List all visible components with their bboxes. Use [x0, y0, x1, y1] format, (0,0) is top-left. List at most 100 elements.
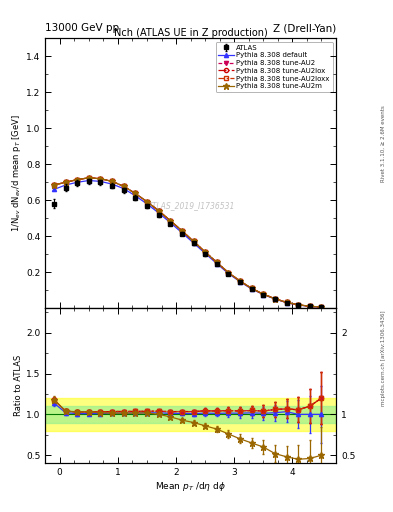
- Pythia 8.308 tune-AU2: [238, 278, 242, 284]
- Pythia 8.308 tune-AU2: [86, 175, 91, 181]
- Pythia 8.308 tune-AU2lox: [98, 176, 103, 182]
- Pythia 8.308 tune-AU2loxx: [296, 302, 301, 308]
- Pythia 8.308 tune-AU2lox: [168, 218, 173, 224]
- Pythia 8.308 tune-AU2lox: [145, 199, 149, 205]
- Pythia 8.308 tune-AU2lox: [215, 259, 219, 265]
- Pythia 8.308 default: [168, 220, 173, 226]
- Pythia 8.308 tune-AU2lox: [86, 175, 91, 181]
- Pythia 8.308 tune-AU2m: [273, 295, 277, 302]
- Line: Pythia 8.308 tune-AU2lox: Pythia 8.308 tune-AU2lox: [52, 176, 323, 309]
- Pythia 8.308 default: [191, 240, 196, 246]
- Pythia 8.308 tune-AU2loxx: [145, 199, 149, 205]
- Pythia 8.308 default: [238, 279, 242, 285]
- Pythia 8.308 tune-AU2lox: [191, 238, 196, 244]
- Pythia 8.308 default: [51, 186, 56, 193]
- Pythia 8.308 default: [215, 261, 219, 267]
- Pythia 8.308 default: [284, 300, 289, 306]
- Pythia 8.308 tune-AU2: [121, 183, 126, 189]
- Pythia 8.308 tune-AU2: [296, 302, 301, 308]
- Line: Pythia 8.308 tune-AU2: Pythia 8.308 tune-AU2: [52, 176, 323, 309]
- Pythia 8.308 tune-AU2loxx: [63, 179, 68, 185]
- Pythia 8.308 tune-AU2: [249, 285, 254, 291]
- Pythia 8.308 tune-AU2: [75, 177, 79, 183]
- Pythia 8.308 tune-AU2m: [261, 291, 266, 297]
- Text: ATLAS_2019_I1736531: ATLAS_2019_I1736531: [147, 201, 234, 210]
- Y-axis label: Ratio to ATLAS: Ratio to ATLAS: [14, 355, 23, 416]
- Y-axis label: 1/N$_{ev}$ dN$_{ev}$/d mean p$_T$ [GeV]: 1/N$_{ev}$ dN$_{ev}$/d mean p$_T$ [GeV]: [10, 114, 23, 232]
- Pythia 8.308 tune-AU2lox: [284, 300, 289, 306]
- Pythia 8.308 tune-AU2m: [203, 249, 208, 255]
- Pythia 8.308 tune-AU2loxx: [261, 291, 266, 297]
- Pythia 8.308 default: [273, 296, 277, 302]
- Pythia 8.308 tune-AU2m: [168, 218, 173, 224]
- Pythia 8.308 tune-AU2: [319, 304, 324, 310]
- Pythia 8.308 default: [296, 302, 301, 308]
- Pythia 8.308 tune-AU2loxx: [215, 259, 219, 265]
- Pythia 8.308 tune-AU2loxx: [98, 176, 103, 182]
- Pythia 8.308 tune-AU2lox: [249, 285, 254, 291]
- Pythia 8.308 tune-AU2: [191, 238, 196, 244]
- Pythia 8.308 default: [121, 185, 126, 191]
- Pythia 8.308 tune-AU2loxx: [226, 269, 231, 275]
- Pythia 8.308 tune-AU2lox: [121, 183, 126, 189]
- Pythia 8.308 tune-AU2: [110, 178, 114, 184]
- Text: mcplots.cern.ch [arXiv:1306.3436]: mcplots.cern.ch [arXiv:1306.3436]: [381, 311, 386, 406]
- Line: Pythia 8.308 default: Pythia 8.308 default: [52, 178, 323, 309]
- Pythia 8.308 tune-AU2: [180, 228, 184, 234]
- Pythia 8.308 tune-AU2lox: [238, 278, 242, 284]
- Pythia 8.308 tune-AU2loxx: [238, 278, 242, 284]
- Pythia 8.308 tune-AU2loxx: [307, 303, 312, 309]
- Pythia 8.308 tune-AU2lox: [180, 228, 184, 234]
- Pythia 8.308 tune-AU2m: [284, 300, 289, 306]
- Text: Z (Drell-Yan): Z (Drell-Yan): [273, 23, 336, 33]
- Pythia 8.308 tune-AU2lox: [110, 178, 114, 184]
- Pythia 8.308 default: [98, 178, 103, 184]
- Pythia 8.308 tune-AU2lox: [296, 302, 301, 308]
- Pythia 8.308 tune-AU2loxx: [133, 190, 138, 197]
- Pythia 8.308 tune-AU2: [98, 176, 103, 182]
- Pythia 8.308 tune-AU2loxx: [191, 238, 196, 244]
- Pythia 8.308 tune-AU2lox: [261, 291, 266, 297]
- Pythia 8.308 tune-AU2: [307, 303, 312, 309]
- Pythia 8.308 tune-AU2m: [238, 278, 242, 284]
- Pythia 8.308 tune-AU2loxx: [168, 218, 173, 224]
- Text: Rivet 3.1.10, ≥ 2.6M events: Rivet 3.1.10, ≥ 2.6M events: [381, 105, 386, 182]
- Pythia 8.308 tune-AU2m: [226, 269, 231, 275]
- Pythia 8.308 tune-AU2lox: [273, 295, 277, 302]
- Pythia 8.308 tune-AU2m: [319, 304, 324, 310]
- Pythia 8.308 default: [307, 303, 312, 309]
- Pythia 8.308 default: [133, 193, 138, 199]
- Pythia 8.308 tune-AU2lox: [51, 182, 56, 188]
- Text: 13000 GeV pp: 13000 GeV pp: [45, 23, 119, 33]
- Pythia 8.308 tune-AU2: [168, 218, 173, 224]
- Pythia 8.308 tune-AU2: [226, 269, 231, 275]
- Pythia 8.308 tune-AU2: [51, 182, 56, 188]
- Pythia 8.308 default: [110, 181, 114, 187]
- Pythia 8.308 tune-AU2loxx: [319, 304, 324, 310]
- Pythia 8.308 tune-AU2loxx: [249, 285, 254, 291]
- Pythia 8.308 tune-AU2m: [296, 302, 301, 308]
- Pythia 8.308 default: [226, 270, 231, 276]
- Pythia 8.308 default: [75, 179, 79, 185]
- Pythia 8.308 default: [261, 291, 266, 297]
- Pythia 8.308 tune-AU2loxx: [121, 183, 126, 189]
- Pythia 8.308 tune-AU2lox: [133, 190, 138, 197]
- Pythia 8.308 tune-AU2m: [121, 183, 126, 189]
- Pythia 8.308 tune-AU2loxx: [180, 228, 184, 234]
- Pythia 8.308 tune-AU2loxx: [51, 182, 56, 188]
- Pythia 8.308 tune-AU2: [284, 300, 289, 306]
- Pythia 8.308 tune-AU2m: [133, 190, 138, 197]
- Pythia 8.308 default: [319, 304, 324, 310]
- Pythia 8.308 tune-AU2: [203, 249, 208, 255]
- Pythia 8.308 tune-AU2m: [307, 303, 312, 309]
- Pythia 8.308 tune-AU2m: [63, 179, 68, 185]
- Pythia 8.308 tune-AU2lox: [307, 303, 312, 309]
- Pythia 8.308 tune-AU2lox: [319, 304, 324, 310]
- Title: Nch (ATLAS UE in Z production): Nch (ATLAS UE in Z production): [114, 28, 268, 37]
- Pythia 8.308 tune-AU2m: [51, 182, 56, 188]
- X-axis label: Mean $p_T$ /d$\eta$ d$\phi$: Mean $p_T$ /d$\eta$ d$\phi$: [155, 480, 226, 493]
- Pythia 8.308 tune-AU2lox: [75, 177, 79, 183]
- Pythia 8.308 tune-AU2m: [249, 285, 254, 291]
- Pythia 8.308 default: [63, 182, 68, 188]
- Pythia 8.308 tune-AU2m: [110, 178, 114, 184]
